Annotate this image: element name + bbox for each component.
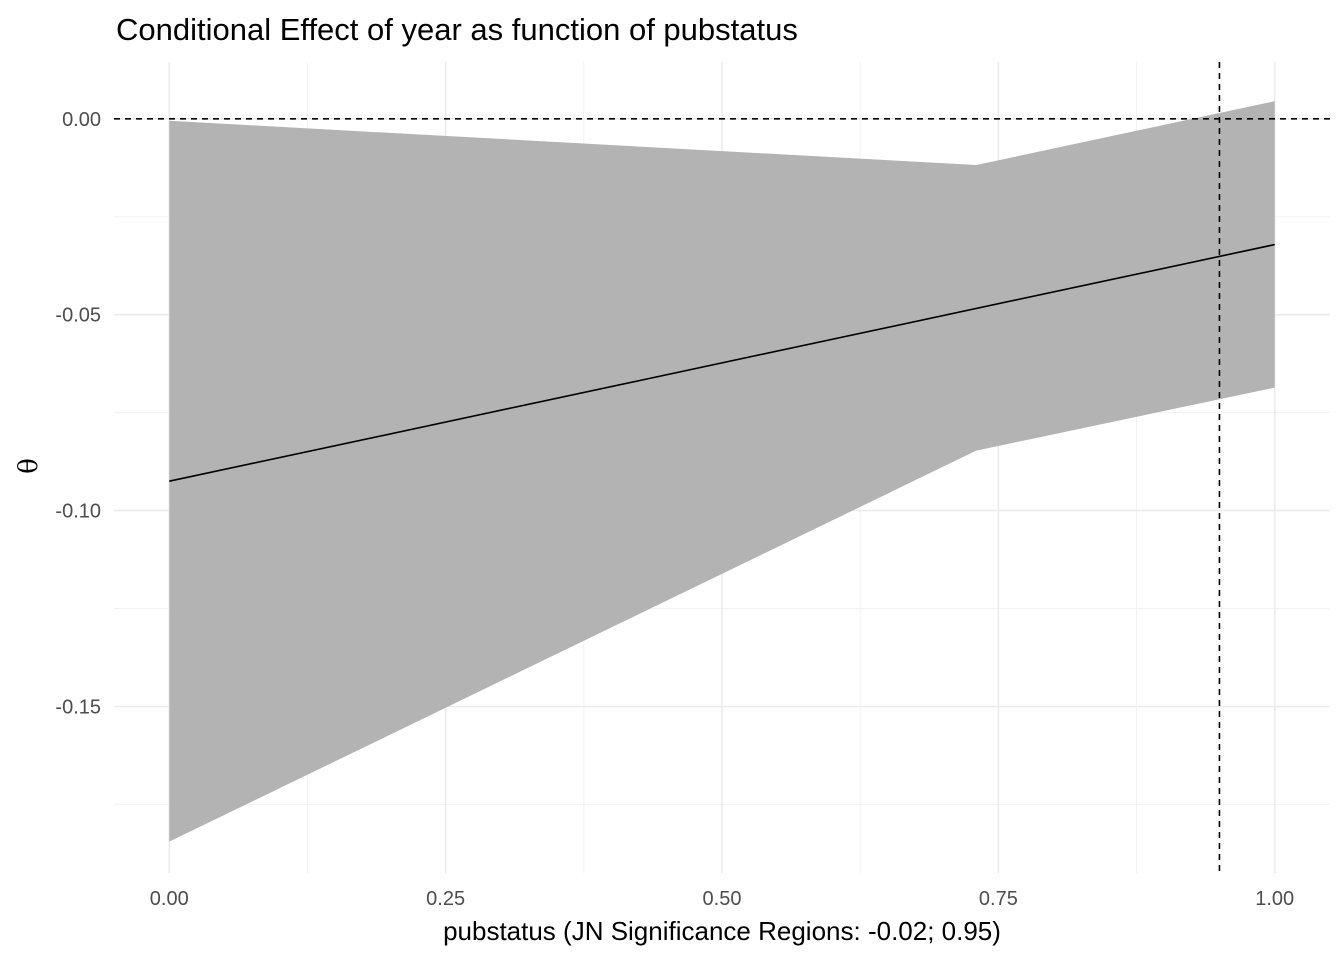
reference-lines-layer bbox=[114, 62, 1330, 873]
chart-title: Conditional Effect of year as function o… bbox=[116, 12, 798, 47]
y-tick-label: -0.05 bbox=[55, 305, 101, 327]
x-axis-ticks: 0.00 0.25 0.50 0.75 1.00 bbox=[150, 888, 1294, 910]
y-axis-title: θ bbox=[14, 458, 44, 474]
x-tick-label: 0.25 bbox=[426, 888, 465, 910]
effect-line-layer bbox=[169, 243, 1275, 482]
y-tick-label: -0.15 bbox=[55, 696, 101, 718]
x-tick-label: 0.50 bbox=[703, 888, 742, 910]
x-tick-label: 1.00 bbox=[1255, 888, 1294, 910]
effect-line bbox=[169, 243, 1275, 482]
confidence-band bbox=[169, 101, 1275, 842]
x-tick-label: 0.00 bbox=[150, 888, 189, 910]
y-axis-ticks: 0.00 -0.05 -0.10 -0.15 bbox=[55, 109, 101, 719]
x-tick-label: 0.75 bbox=[979, 888, 1018, 910]
y-tick-label: 0.00 bbox=[62, 109, 101, 131]
confidence-band-layer bbox=[169, 101, 1275, 842]
y-tick-label: -0.10 bbox=[55, 501, 101, 523]
x-axis-title: pubstatus (JN Significance Regions: -0.0… bbox=[443, 916, 1001, 946]
